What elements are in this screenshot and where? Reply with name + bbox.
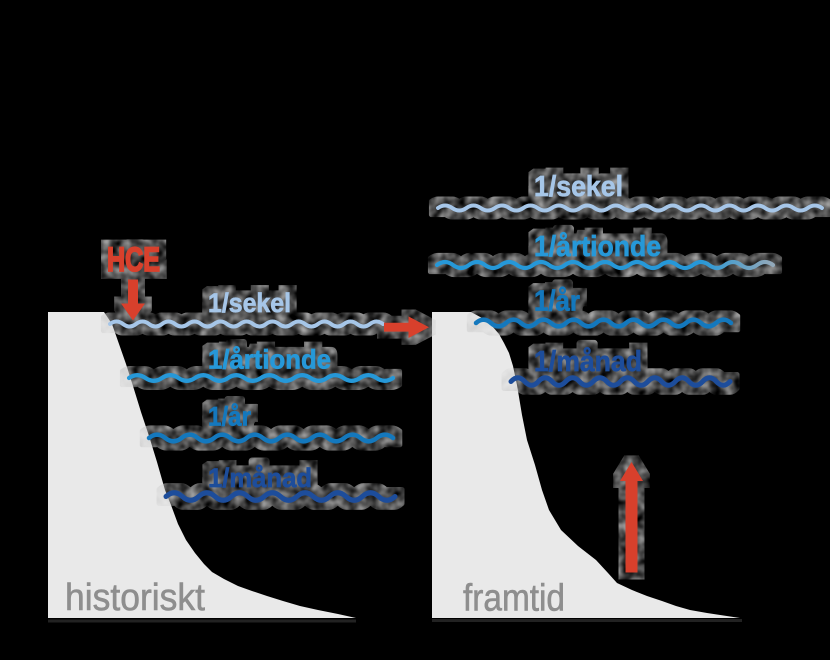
svg-text:1/sekel: 1/sekel xyxy=(534,171,623,203)
svg-text:1/månad: 1/månad xyxy=(208,463,312,493)
svg-text:1/sekel: 1/sekel xyxy=(208,288,291,318)
svg-text:1/år: 1/år xyxy=(534,286,580,318)
svg-text:HCE: HCE xyxy=(107,241,160,279)
svg-text:historiskt: historiskt xyxy=(65,577,205,619)
svg-text:framtid: framtid xyxy=(463,578,565,620)
svg-text:1/årtionde: 1/årtionde xyxy=(208,345,331,375)
svg-text:1/årtionde: 1/årtionde xyxy=(534,231,661,263)
svg-text:1/år: 1/år xyxy=(208,402,251,432)
svg-text:1/månad: 1/månad xyxy=(534,346,642,378)
